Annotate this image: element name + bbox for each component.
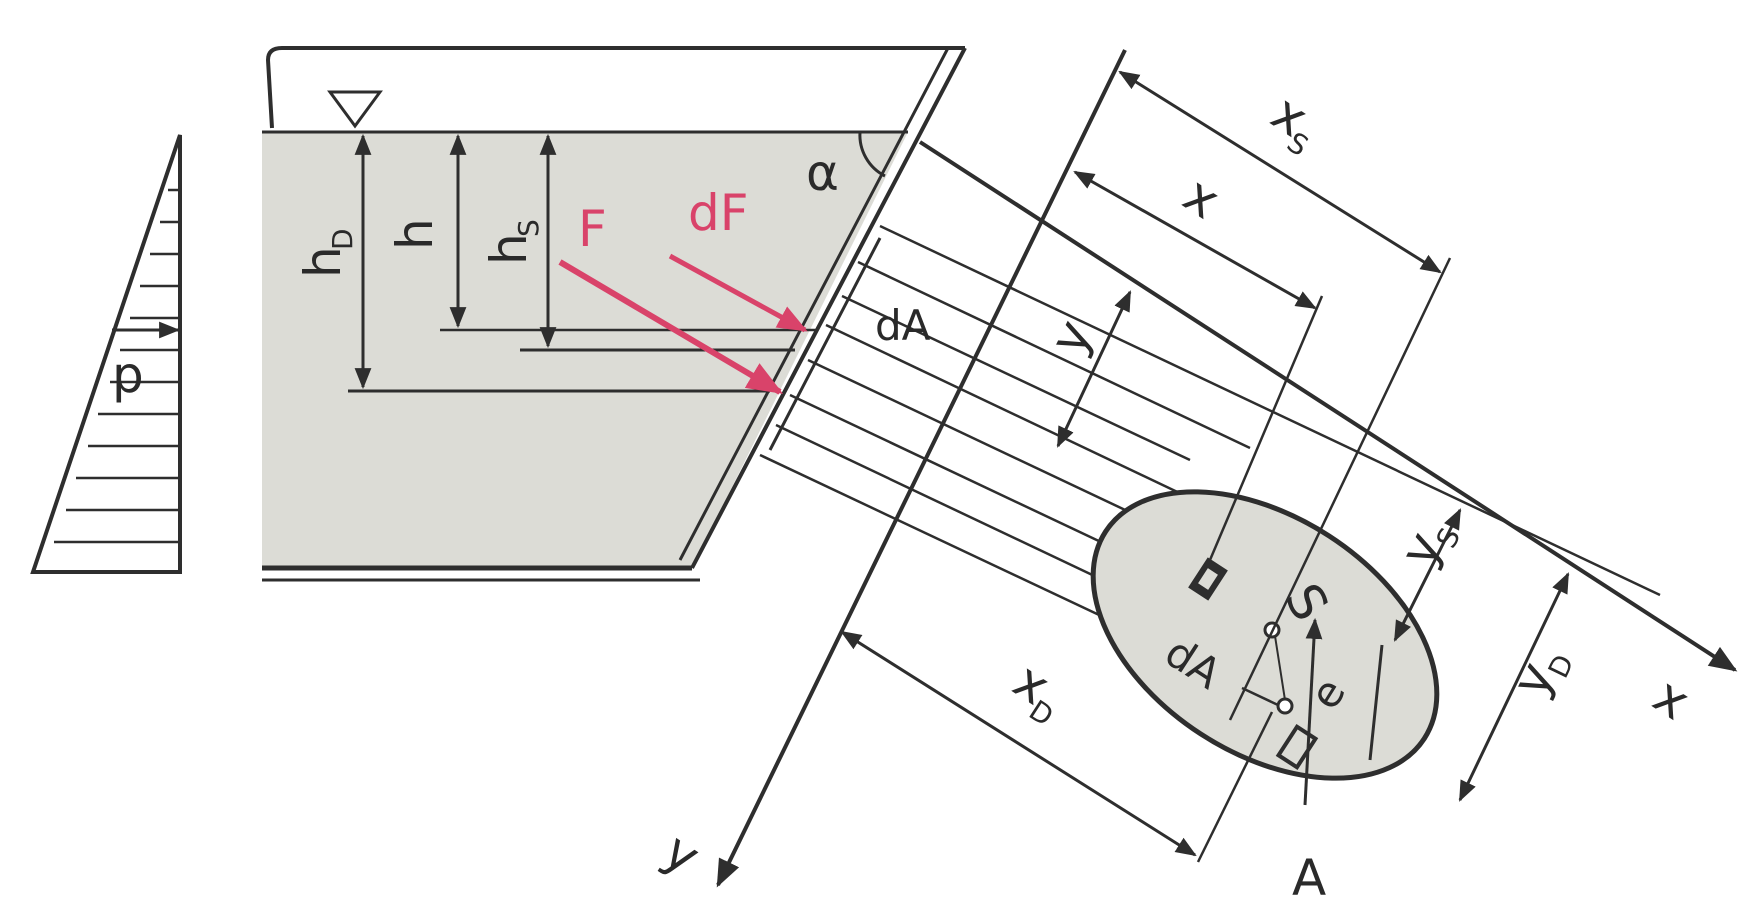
x-axis bbox=[918, 140, 1738, 672]
da-element-lower bbox=[1275, 723, 1319, 771]
svg-text:D: D bbox=[326, 228, 359, 250]
svg-text:h: h bbox=[480, 233, 538, 265]
label-h-s: h S bbox=[480, 219, 545, 265]
label-axis-y: y bbox=[653, 821, 709, 886]
plate-dimensions: x S x y y S y D x D A bbox=[840, 70, 1581, 907]
label-f: F bbox=[578, 200, 607, 258]
svg-text:S: S bbox=[512, 219, 545, 237]
force-arrows: F dF bbox=[558, 184, 808, 395]
water-surface-icon bbox=[327, 90, 383, 129]
force-df-arrow bbox=[668, 253, 808, 333]
label-y: y bbox=[1039, 311, 1104, 363]
label-h-d: h D bbox=[294, 228, 359, 278]
label-p: p bbox=[112, 346, 144, 404]
label-da-top: dA bbox=[875, 301, 931, 350]
plate-ellipse bbox=[1090, 489, 1440, 781]
label-axis-x: x bbox=[1643, 666, 1699, 731]
label-x-d: x D bbox=[1003, 651, 1059, 733]
force-f-arrow bbox=[558, 259, 784, 395]
y-axis bbox=[716, 49, 1127, 888]
svg-text:h: h bbox=[386, 218, 444, 250]
depth-dimensions: h D h h S bbox=[294, 133, 816, 393]
label-df: dF bbox=[688, 184, 749, 242]
label-x-s: x S bbox=[1261, 83, 1317, 162]
svg-text:y: y bbox=[1039, 311, 1104, 363]
pressure-triangle: p bbox=[30, 134, 182, 574]
label-h: h bbox=[386, 218, 444, 250]
svg-text:x: x bbox=[1173, 165, 1229, 230]
plate-area: e S dA bbox=[1090, 489, 1440, 806]
svg-text:h: h bbox=[294, 246, 352, 278]
pressure-center-point bbox=[1276, 697, 1294, 715]
svg-text:y: y bbox=[653, 821, 709, 886]
tank: α bbox=[262, 46, 967, 582]
label-y-d: y D bbox=[1501, 649, 1581, 705]
label-x: x bbox=[1173, 165, 1229, 230]
label-a: A bbox=[1292, 849, 1326, 907]
label-alpha: α bbox=[806, 144, 839, 202]
svg-text:x: x bbox=[1643, 666, 1699, 731]
